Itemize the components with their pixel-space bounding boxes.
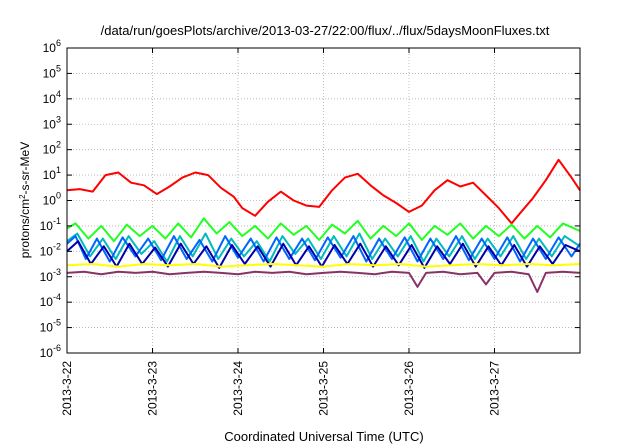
y-tick-label: 104: [43, 89, 61, 106]
y-tick-label: 10-5: [40, 318, 61, 335]
y-tick-label: 102: [43, 140, 61, 157]
x-tick-label: 2013-3-22: [60, 361, 74, 416]
series-line-2: [66, 217, 581, 243]
chart-title: /data/run/goesPlots/archive/2013-03-27/2…: [101, 23, 550, 38]
y-axis-label: protons/cm2-s-sr-MeV: [18, 142, 33, 258]
x-tick-label: 2013-3-23: [146, 361, 160, 416]
series-group: [66, 158, 581, 293]
series-line-6: [66, 263, 581, 268]
x-tick-label: 2013-3-27: [488, 361, 502, 416]
y-tick-label: 105: [43, 63, 61, 80]
y-tick-label: 101: [43, 165, 61, 182]
y-tick-label: 10-1: [40, 216, 61, 233]
x-axis: 2013-3-22 2013-3-23 2013-3-24 2013-3-25 2013…: [60, 48, 502, 416]
y-axis-label-main: protons/cm: [18, 199, 32, 258]
y-tick-label: 103: [43, 114, 61, 131]
y-axis: 10-6 10-5 10-4 10-3 10-2 10-1 100 101 102 103 104 1…: [40, 38, 580, 360]
series-line-3: [66, 232, 581, 263]
y-tick-label: 10-3: [40, 267, 61, 284]
y-tick-label: 100: [43, 191, 61, 208]
y-tick-label: 106: [43, 38, 61, 55]
series-line-4: [66, 235, 581, 263]
y-tick-label: 10-2: [40, 241, 61, 258]
series-line-7: [66, 270, 581, 293]
y-axis-label-sup: 2: [18, 194, 27, 199]
x-tick-label: 2013-3-25: [317, 361, 331, 416]
y-tick-label: 10-6: [40, 343, 61, 360]
x-tick-label: 2013-3-26: [402, 361, 416, 416]
series-line-1: [66, 158, 581, 225]
y-tick-label: 10-4: [40, 292, 61, 309]
x-axis-label: Coordinated Universal Time (UTC): [224, 429, 423, 444]
y-axis-label-rest: -s-sr-MeV: [18, 142, 32, 195]
x-tick-label: 2013-3-24: [231, 361, 245, 416]
